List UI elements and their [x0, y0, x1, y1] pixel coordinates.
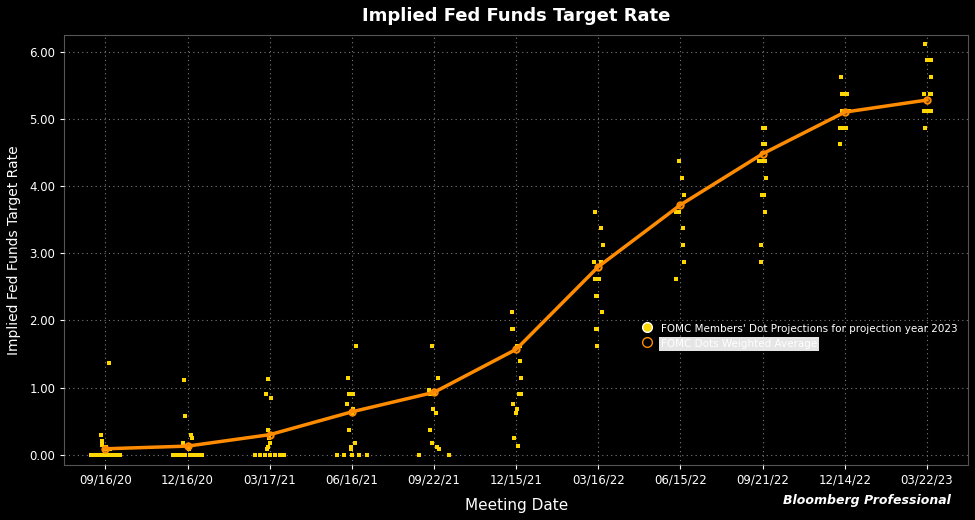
X-axis label: Meeting Date: Meeting Date	[464, 498, 567, 513]
Title: Implied Fed Funds Target Rate: Implied Fed Funds Target Rate	[362, 7, 671, 25]
Legend: FOMC Members' Dot Projections for projection year 2023, FOMC Dots Weighted Avera: FOMC Members' Dot Projections for projec…	[637, 318, 963, 354]
Y-axis label: Implied Fed Funds Target Rate: Implied Fed Funds Target Rate	[7, 145, 20, 355]
Text: Bloomberg Professional: Bloomberg Professional	[783, 494, 951, 507]
